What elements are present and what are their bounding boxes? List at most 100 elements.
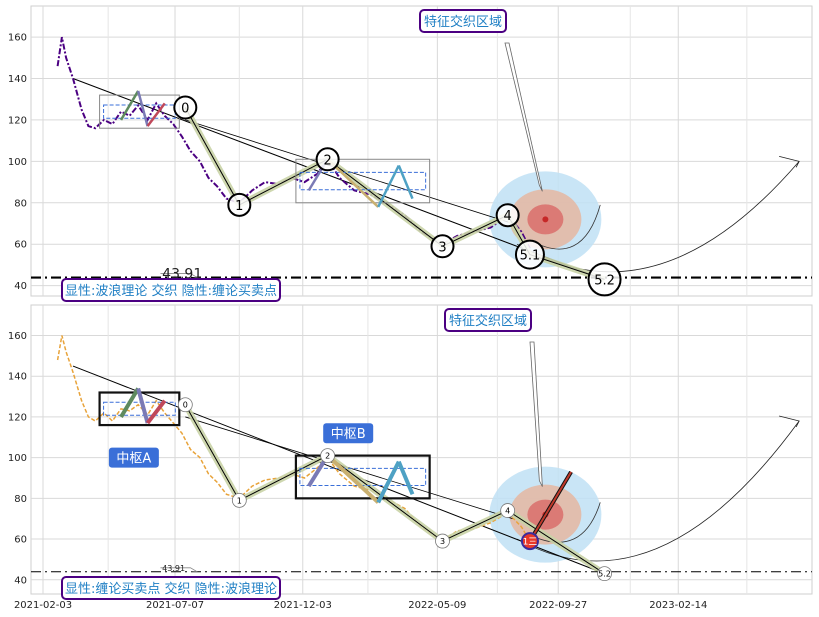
x-tick-label: 2022-05-09 — [408, 600, 466, 611]
callout-label: 特征交织区域 — [444, 308, 532, 332]
wave-point-label: 1 — [237, 496, 242, 505]
swing-stroke — [396, 460, 415, 496]
swing-stroke — [146, 399, 167, 425]
pivot-b-label: 中枢B — [323, 423, 374, 444]
x-tick-label: 2023-02-14 — [649, 600, 707, 611]
x-tick-label: 2021-02-03 — [14, 600, 72, 611]
wave-point-label: 0 — [181, 102, 189, 117]
pivot-label-box — [323, 423, 374, 444]
swing-stroke — [119, 90, 140, 121]
pivot-box-b — [295, 158, 431, 204]
plot-frame — [30, 5, 813, 297]
zone-arc — [529, 502, 601, 543]
wave-point-label: 3 — [438, 240, 446, 255]
y-tick-label: 60 — [14, 535, 27, 546]
trend-line-upper — [185, 416, 513, 520]
plot-frame — [30, 304, 813, 595]
wave-point-4 — [500, 503, 516, 518]
y-tick-label: 40 — [14, 575, 27, 586]
caption-label: 显性:波浪理论 交织 隐性:缠论买卖点 — [61, 278, 281, 302]
projection-end-tick — [779, 155, 800, 168]
caption-box — [61, 576, 281, 600]
wave-point-5-2 — [597, 566, 612, 582]
y-tick-label: 120 — [8, 115, 27, 126]
wave-point-0 — [173, 95, 198, 120]
callout-text: 特征交织区域 — [424, 14, 502, 30]
wave-point-0 — [177, 397, 193, 413]
price-series — [56, 36, 531, 249]
y-tick-label: 60 — [14, 240, 27, 251]
wave-point-label: 5.2 — [594, 273, 615, 288]
wave-point-label: 0 — [183, 401, 188, 410]
pivot-inner-band — [299, 171, 427, 191]
wave-point-label: 5.2 — [598, 570, 611, 579]
trend-line-main — [72, 365, 605, 575]
x-tick-label: 2022-09-27 — [529, 600, 587, 611]
swing-stroke — [119, 387, 140, 418]
pivot-label-text: 中枢B — [331, 427, 366, 442]
break-line — [529, 471, 572, 542]
callout-arrow — [529, 341, 543, 487]
wave-point-2 — [315, 147, 340, 172]
wave-point-1 — [227, 192, 252, 217]
buy-sell-marker-label: 1三 — [523, 538, 538, 548]
support-label-arrow — [160, 567, 198, 573]
pivot-label-text: 中枢A — [116, 452, 151, 467]
y-tick-label: 100 — [8, 453, 27, 464]
projection-curve — [516, 420, 800, 562]
wave-point-label: 3 — [440, 537, 445, 546]
trend-line-upper — [185, 119, 513, 224]
swing-stroke — [136, 90, 149, 127]
wave-point-5-2 — [587, 262, 622, 297]
callout-box — [444, 308, 532, 332]
callout-text: 特征交织区域 — [449, 313, 527, 329]
pivot-box-b — [294, 454, 431, 500]
zone-center-dot — [542, 216, 549, 223]
caption-box — [61, 278, 281, 302]
swing-stroke — [136, 387, 150, 424]
caption-text: 显性:波浪理论 交织 隐性:缠论买卖点 — [65, 283, 277, 299]
trend-line-main — [72, 78, 605, 280]
swing-stroke — [326, 454, 380, 504]
y-tick-label: 80 — [14, 494, 27, 505]
callout-label: 特征交织区域 — [419, 9, 507, 33]
wave-point-3 — [435, 533, 450, 549]
y-tick-label: 140 — [8, 372, 27, 383]
swing-stroke — [376, 460, 401, 504]
wave-point-label: 4 — [504, 209, 512, 224]
x-tick-label: 2021-12-03 — [274, 600, 332, 611]
swing-stroke — [377, 164, 400, 208]
y-tick-label: 120 — [8, 412, 27, 423]
y-tick-label: 160 — [8, 331, 27, 342]
y-tick-label: 100 — [8, 157, 27, 168]
panel-top: 40608010012014016043.91012345.15.2特征交织区域… — [8, 5, 813, 302]
y-tick-label: 140 — [8, 74, 27, 85]
wave-point-label: 5.1 — [520, 249, 541, 264]
wave-point-label: 2 — [323, 153, 331, 168]
pivot-a-label: 中枢A — [108, 447, 159, 468]
wave-point-3 — [430, 234, 455, 259]
y-tick-label: 40 — [14, 281, 27, 292]
wave-point-4 — [495, 203, 520, 228]
wave-point-label: 4 — [505, 507, 510, 516]
caption-label: 显性:缠论买卖点 交织 隐性:波浪理论 — [61, 576, 281, 600]
y-tick-label: 160 — [8, 33, 27, 44]
wave-point-5-1 — [514, 239, 545, 270]
y-tick-label: 80 — [14, 198, 27, 209]
buy-sell-marker — [520, 532, 539, 551]
wave-point-label: 2 — [325, 452, 330, 461]
wave-point-2 — [320, 448, 336, 464]
caption-text: 显性:缠论买卖点 交织 隐性:波浪理论 — [65, 581, 277, 597]
wave-point-label: 1 — [235, 199, 243, 214]
support-label: 43.91 — [162, 564, 185, 573]
callout-box — [419, 9, 507, 33]
projection-end-tick — [779, 415, 800, 428]
wave-point-1 — [231, 492, 247, 508]
pivot-label-box — [108, 447, 159, 468]
x-tick-label: 2021-07-07 — [146, 600, 204, 611]
callout-arrow — [504, 42, 543, 192]
swing-stroke — [397, 165, 414, 200]
